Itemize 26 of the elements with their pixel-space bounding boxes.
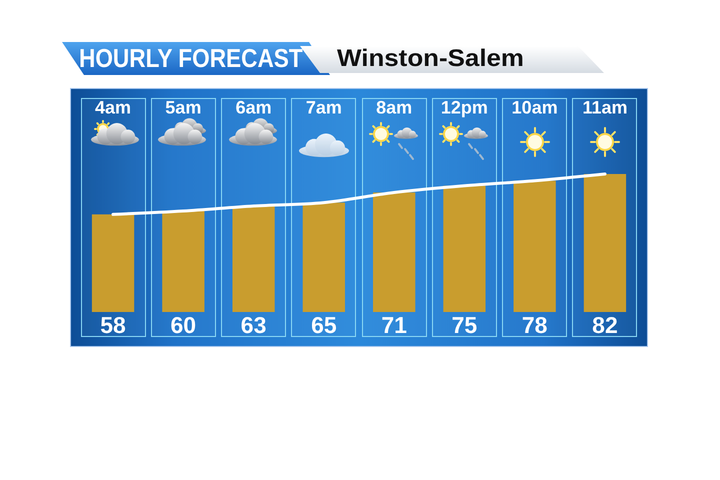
bar [232,206,275,312]
bar [443,186,486,312]
x-tick-label: 12pm [440,98,488,118]
chart-subtitle: Winston-Salem [337,45,524,73]
x-tick-label: 7am [306,98,342,118]
data-label: 75 [452,312,478,338]
chart-title: HOURLY FORECAST [79,43,303,74]
data-label: 78 [522,312,548,338]
data-label: 65 [311,312,337,338]
bar [162,211,204,312]
x-tick-label: 10am [512,98,558,118]
data-label: 60 [170,312,196,338]
x-tick-label: 6am [236,98,272,118]
bar [373,192,416,312]
x-tick-label: 8am [376,98,412,118]
x-tick-label: 5am [165,98,202,118]
bar [514,180,556,312]
data-label: 58 [100,312,126,338]
bar [302,202,345,312]
data-label: 63 [240,312,266,338]
x-tick-label: 4am [95,98,132,118]
data-label: 82 [592,312,618,338]
x-tick-label: 11am [582,98,628,118]
data-label: 71 [381,312,408,338]
bar [92,214,134,312]
bar [584,174,626,312]
